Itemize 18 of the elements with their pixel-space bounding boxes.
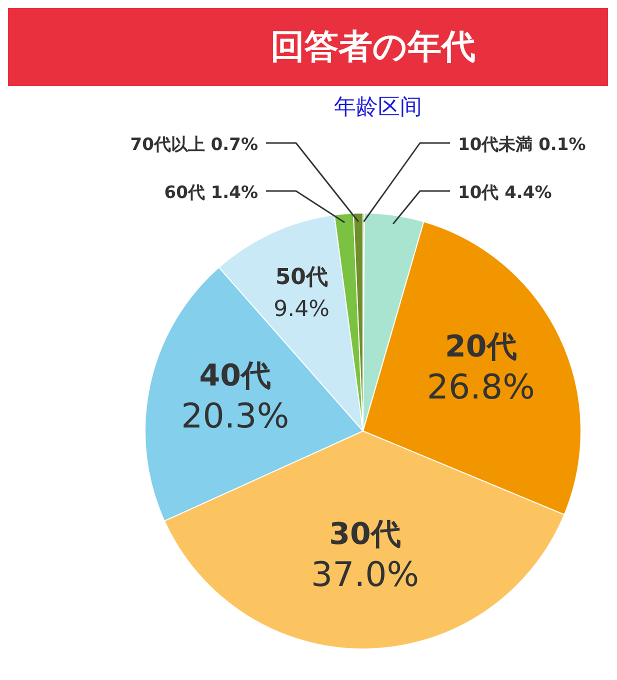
data-label: 4.4% [504, 183, 552, 203]
data-label: 9.4% [274, 297, 330, 322]
data-label: 37.0% [311, 554, 420, 595]
slice-label: 70代以上 [130, 135, 205, 155]
slice-label: 40代 [199, 358, 271, 394]
slice-label: 50代 [275, 265, 328, 290]
data-label: 20.3% [181, 396, 290, 436]
chart-subtitle: 年龄区间 [334, 94, 422, 119]
slice-label: 20代 [445, 329, 517, 364]
data-label: 1.4% [210, 183, 258, 203]
chart-title: 回答者の年代 [8, 8, 608, 86]
data-label: 0.1% [538, 135, 586, 155]
slice-label: 30代 [329, 516, 401, 552]
data-label: 0.7% [210, 135, 258, 155]
slice-label: 10代未満 [458, 135, 533, 155]
data-label: 26.8% [426, 367, 535, 408]
slice-label: 60代 [164, 183, 205, 203]
slice-label: 10代 [458, 183, 499, 203]
